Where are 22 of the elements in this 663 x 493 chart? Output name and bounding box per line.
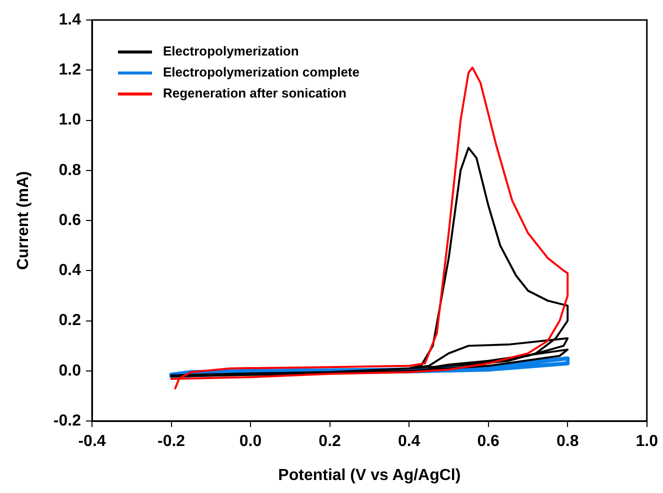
x-tick-label: 0.6 — [477, 433, 500, 450]
y-tick-label: 0.0 — [58, 362, 82, 380]
x-tick-label: 1.0 — [636, 433, 658, 450]
y-tick-label: 0.2 — [58, 312, 82, 330]
y-tick-label: 1.4 — [58, 11, 82, 28]
y-tick-label: -0.2 — [53, 412, 82, 430]
y-tick-label: 0.4 — [58, 262, 82, 280]
x-tick-label: -0.2 — [157, 433, 186, 450]
y-axis-title: Current (mA) — [15, 171, 32, 270]
y-tick-label: 1.2 — [58, 62, 82, 79]
x-tick-label: 0.2 — [318, 433, 342, 450]
legend-label: Electropolymerization complete — [163, 64, 360, 80]
x-tick-label: 0.4 — [398, 433, 420, 450]
legend-label: Regeneration after sonication — [163, 86, 347, 101]
y-tick-label: 0.6 — [58, 212, 82, 229]
y-tick-label: 1.0 — [58, 112, 82, 129]
legend-label: Electropolymerization — [163, 44, 299, 59]
x-tick-label: 0.0 — [239, 433, 262, 450]
x-tick-label: 0.8 — [556, 433, 579, 450]
y-tick-label: 0.8 — [58, 162, 82, 179]
x-axis-title: Potential (V vs Ag/AgCl) — [278, 466, 461, 484]
x-tick-label: -0.4 — [78, 433, 106, 450]
